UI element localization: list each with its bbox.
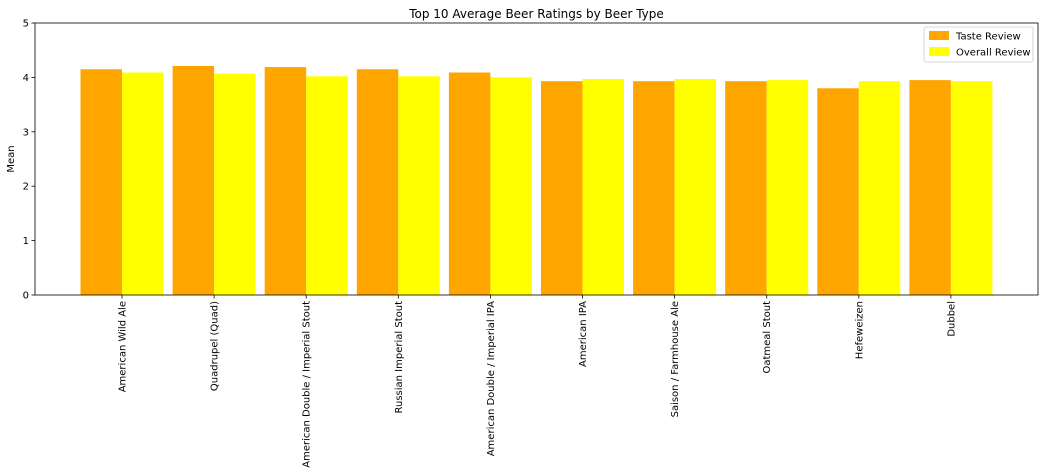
y-tick-label: 0 (23, 291, 29, 302)
bar-overall-review-saison-farmhouse-ale (674, 79, 717, 295)
x-tick-label-russian-imperial-stout: Russian Imperial Stout (394, 301, 405, 414)
bar-taste-review-hefeweizen (817, 88, 859, 295)
x-axis: American Wild Ale Quadrupel (Quad) America… (118, 295, 957, 468)
bar-taste-review-american-wild-ale (80, 69, 122, 296)
bar-overall-review-american-double-imperial-stout (306, 76, 348, 295)
x-tick-label-saison-farmhouse-ale: Saison / Farmhouse Ale (670, 301, 681, 417)
y-tick-label: 3 (23, 127, 29, 138)
bar-taste-review-american-double-imperial-stout (264, 67, 307, 295)
bar-overall-review-oatmeal-stout (766, 80, 809, 296)
legend-swatch-taste-review (929, 31, 949, 40)
x-tick-label-dubbel: Dubbel (946, 301, 957, 337)
bars-layer (80, 65, 993, 296)
legend-swatch-overall-review (929, 47, 949, 56)
chart-title: Top 10 Average Beer Ratings by Beer Type (408, 7, 664, 21)
x-tick-label-oatmeal-stout: Oatmeal Stout (762, 301, 773, 374)
bar-overall-review-dubbel (950, 81, 993, 296)
bar-overall-review-american-double-imperial-ipa (490, 77, 532, 296)
y-tick-label: 4 (23, 73, 29, 84)
bar-overall-review-russian-imperial-stout (398, 76, 440, 295)
y-tick-label: 5 (23, 19, 29, 30)
legend-label-overall-review: Overall Review (956, 48, 1031, 59)
plot-frame (34, 22, 1039, 296)
y-axis-label: Mean (6, 145, 17, 172)
legend-label-taste-review: Taste Review (955, 32, 1021, 43)
bar-overall-review-american-ipa (582, 79, 624, 295)
y-tick-label: 2 (23, 182, 29, 193)
bar-overall-review-hefeweizen (858, 81, 901, 296)
x-tick-label-american-double-imperial-stout: American Double / Imperial Stout (302, 301, 313, 468)
x-tick-label-american-double-imperial-ipa: American Double / Imperial IPA (486, 301, 497, 456)
bar-taste-review-american-ipa (541, 81, 583, 296)
bar-taste-review-oatmeal-stout (725, 81, 767, 296)
x-tick-label-american-wild-ale: American Wild Ale (118, 301, 129, 392)
x-tick-label-american-ipa: American IPA (578, 301, 589, 367)
bar-taste-review-quadrupel-quad (172, 65, 215, 295)
bar-overall-review-american-wild-ale (122, 72, 164, 295)
bar-overall-review-quadrupel-quad (214, 73, 256, 295)
legend-box (923, 26, 1034, 63)
bar-taste-review-saison-farmhouse-ale (633, 81, 675, 296)
bar-taste-review-russian-imperial-stout (356, 69, 399, 296)
bar-taste-review-dubbel (909, 80, 951, 296)
legend: Taste Review Overall Review (923, 26, 1034, 63)
y-axis: 0 1 2 3 4 5 (23, 19, 35, 302)
y-tick-label: 1 (23, 236, 29, 247)
x-tick-label-hefeweizen: Hefeweizen (854, 301, 865, 359)
bar-taste-review-american-double-imperial-ipa (448, 72, 491, 295)
x-tick-label-quadrupel-quad: Quadrupel (Quad) (210, 301, 221, 391)
